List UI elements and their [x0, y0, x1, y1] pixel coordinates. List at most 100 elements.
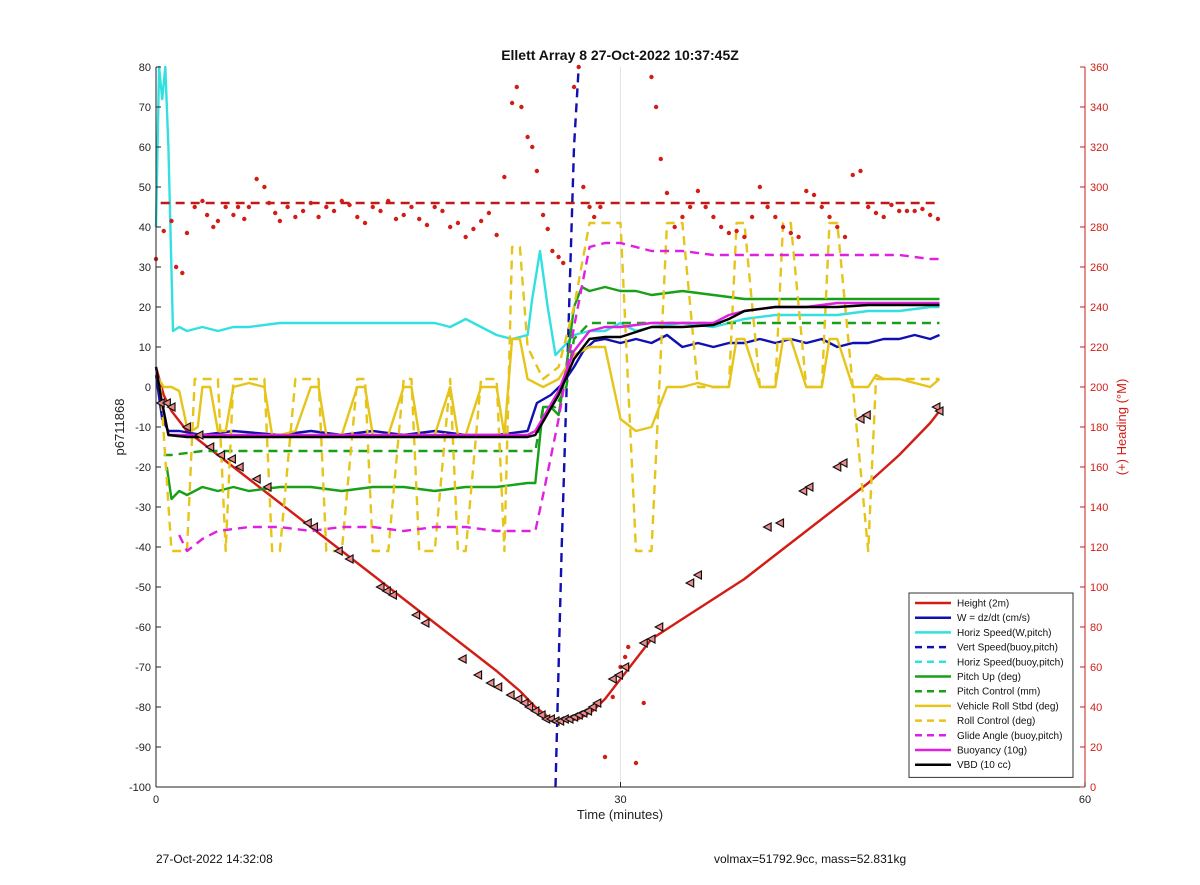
legend-label: Roll Control (deg) — [957, 716, 1035, 727]
heading-point — [889, 202, 894, 208]
height-marker — [375, 582, 385, 592]
heading-point — [680, 214, 685, 220]
heading-point — [610, 694, 615, 700]
heading-point — [486, 210, 492, 216]
heading-point — [927, 212, 933, 218]
heading-point — [742, 234, 747, 240]
heading-point — [432, 204, 437, 210]
series-layer — [154, 65, 941, 788]
height-marker — [410, 610, 421, 620]
y-axis-label: p6711868 — [112, 399, 127, 456]
heading-point — [587, 204, 592, 210]
y2-tick-label: 320 — [1090, 142, 1108, 154]
y-tick-label: -10 — [135, 422, 151, 434]
heading-point — [204, 212, 210, 218]
height-marker — [226, 454, 236, 464]
chart-title: Ellett Array 8 27-Oct-2022 10:37:45Z — [501, 47, 739, 63]
heading-point — [765, 204, 770, 210]
heading-point — [581, 184, 586, 190]
heading-point — [602, 754, 608, 760]
heading-point — [246, 204, 252, 210]
height-marker — [638, 638, 648, 648]
height-marker — [234, 462, 244, 472]
heading-point — [173, 264, 179, 270]
y2-tick-label: 20 — [1090, 742, 1102, 754]
heading-point — [788, 230, 794, 236]
height-marker — [804, 482, 814, 492]
y2-tick-label: 40 — [1090, 702, 1102, 714]
x-tick-label: 60 — [1079, 794, 1091, 806]
heading-point — [455, 220, 461, 226]
height-marker — [838, 458, 848, 468]
height-marker — [607, 674, 617, 684]
y2-tick-label: 180 — [1090, 422, 1108, 434]
heading-point — [447, 224, 453, 230]
x-axis-label: Time (minutes) — [577, 807, 663, 822]
heading-point — [161, 228, 166, 234]
height-marker — [934, 406, 944, 416]
heading-point — [339, 198, 344, 204]
x-tick-label: 30 — [614, 794, 626, 806]
heading-point — [695, 188, 701, 194]
heading-point — [920, 206, 925, 212]
heading-point — [622, 654, 628, 660]
heading-point — [734, 228, 739, 234]
heading-point — [254, 176, 259, 182]
height-marker — [251, 474, 261, 484]
height-marker — [513, 694, 523, 704]
y-tick-label: 70 — [139, 102, 151, 114]
heading-point — [235, 204, 241, 210]
height-marker — [653, 622, 664, 632]
height-marker — [619, 662, 630, 672]
height-marker — [204, 442, 215, 452]
heading-point — [935, 216, 941, 222]
heading-point — [478, 218, 484, 224]
height-marker — [492, 682, 503, 692]
heading-point — [545, 226, 550, 232]
legend-label: Horiz Speed(buoy,pitch) — [957, 657, 1064, 668]
height-marker — [587, 702, 597, 712]
heading-point — [827, 214, 832, 220]
y2-tick-label: 200 — [1090, 382, 1108, 394]
y2-tick-label: 100 — [1090, 582, 1108, 594]
y-tick-label: 10 — [139, 342, 151, 354]
heading-point — [169, 218, 174, 224]
height-marker — [302, 518, 312, 528]
heading-point — [796, 234, 801, 240]
heading-point — [285, 204, 290, 210]
height-marker — [831, 462, 842, 472]
heading-point — [912, 208, 917, 214]
y2-tick-label: 60 — [1090, 662, 1102, 674]
heading-point — [664, 190, 670, 196]
heading-point — [509, 100, 515, 106]
y-tick-label: 20 — [139, 302, 151, 314]
height-marker — [181, 422, 192, 432]
legend-label: Vehicle Roll Stbd (deg) — [957, 701, 1059, 712]
y2-tick-label: 140 — [1090, 502, 1108, 514]
y-tick-label: -90 — [135, 742, 151, 754]
height-marker — [692, 570, 703, 580]
height-marker — [472, 670, 483, 680]
y2-tick-label: 120 — [1090, 542, 1108, 554]
heading-point — [726, 230, 732, 236]
heading-point — [347, 202, 352, 208]
heading-point — [626, 644, 631, 650]
height-marker — [519, 698, 529, 708]
legend-label: Pitch Control (mm) — [957, 687, 1040, 698]
heading-point — [494, 232, 499, 238]
heading-point — [534, 168, 540, 174]
heading-point — [273, 210, 278, 216]
heading-point — [300, 208, 306, 214]
legend-label: Vert Speed(buoy,pitch) — [957, 643, 1058, 654]
y2-tick-label: 240 — [1090, 302, 1108, 314]
height-marker — [762, 522, 772, 532]
height-marker — [333, 546, 343, 556]
heading-point — [242, 216, 247, 222]
heading-point — [471, 226, 476, 232]
heading-point — [633, 760, 639, 766]
y-tick-label: 80 — [139, 62, 151, 74]
height-marker — [855, 414, 865, 424]
series-glide-angle-buoy-pitch-line — [178, 241, 940, 553]
axes: -100-90-80-70-60-50-40-30-20-10010203040… — [129, 62, 1108, 806]
heading-point — [804, 188, 809, 194]
